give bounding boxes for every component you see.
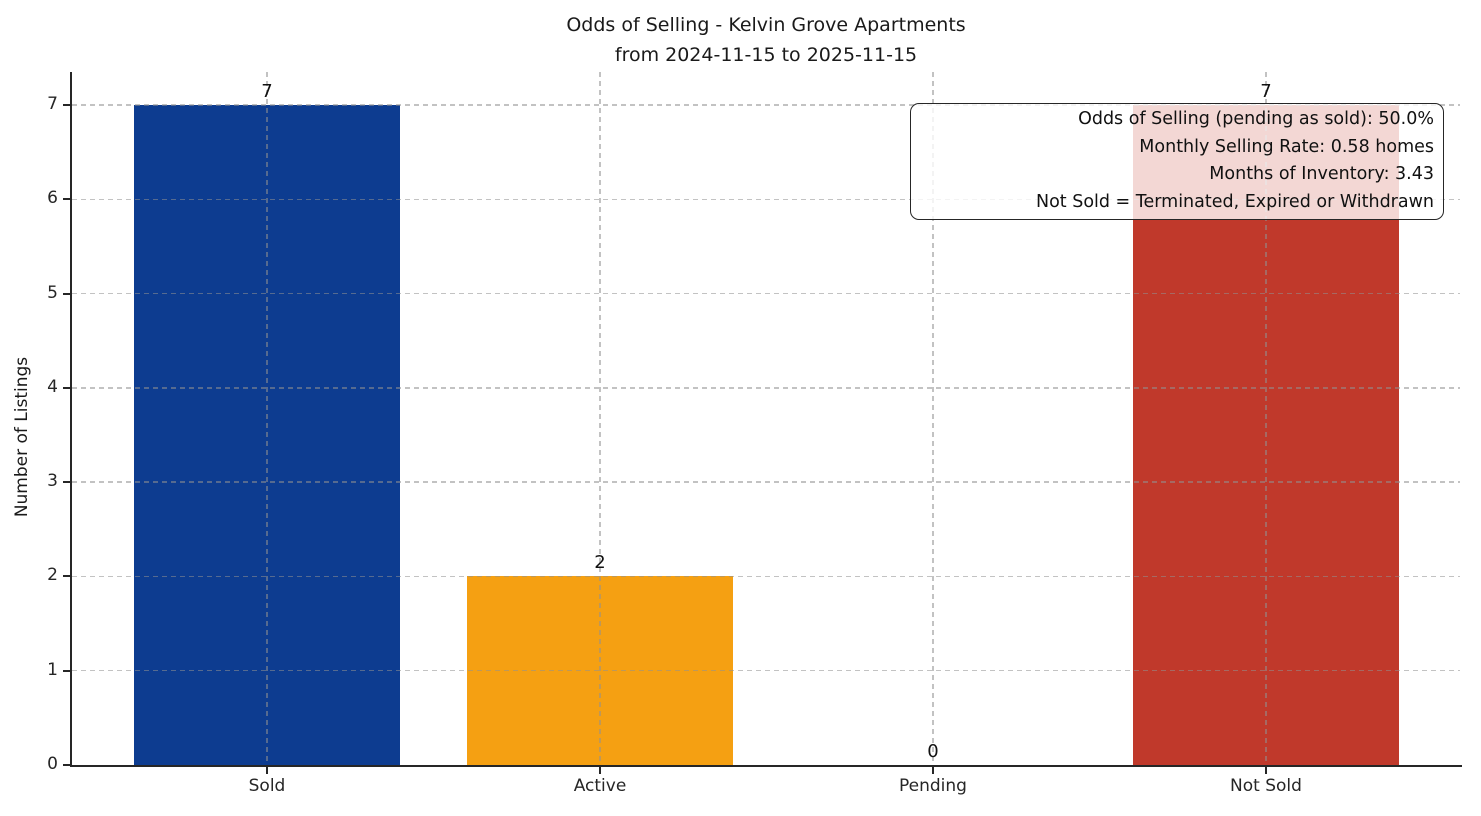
annotation-line-odds: Odds of Selling (pending as sold): 50.0% <box>1078 109 1434 129</box>
y-tick-2 <box>63 575 70 578</box>
annotation-line-inventory: Months of Inventory: 3.43 <box>1209 164 1434 184</box>
y-tick-label-3: 3 <box>47 471 58 492</box>
h-gridline-5 <box>72 292 1460 295</box>
h-gridline-2 <box>72 575 1460 578</box>
bar-value-label-active: 2 <box>594 552 606 573</box>
x-tick-label-not-sold: Not Sold <box>1230 776 1302 796</box>
h-gridline-3 <box>72 481 1460 483</box>
y-axis-spine <box>70 72 72 767</box>
x-axis-spine <box>70 765 1462 767</box>
bar-value-label-pending: 0 <box>927 741 939 762</box>
y-tick-0 <box>63 764 70 766</box>
h-gridline-7 <box>72 104 1460 106</box>
y-tick-6 <box>63 198 70 201</box>
v-gridline-pending <box>932 72 934 765</box>
y-tick-3 <box>63 481 70 484</box>
x-tick-label-active: Active <box>573 776 627 796</box>
y-tick-label-2: 2 <box>47 565 58 586</box>
x-tick-label-sold: Sold <box>248 776 286 796</box>
annotation-line-rate: Monthly Selling Rate: 0.58 homes <box>1139 136 1434 157</box>
y-tick-label-7: 7 <box>47 94 58 114</box>
y-tick-7 <box>63 104 70 106</box>
x-tick-sold <box>266 767 268 774</box>
annotation-line-notsold-definition: Not Sold = Terminated, Expired or Withdr… <box>1035 191 1434 212</box>
x-tick-not-sold <box>1265 767 1267 774</box>
y-tick-5 <box>63 292 70 295</box>
v-gridline-not-sold <box>1265 72 1267 765</box>
v-gridline-sold <box>266 72 268 765</box>
y-tick-1 <box>63 669 70 672</box>
v-gridline-active <box>599 72 601 765</box>
h-gridline-6 <box>72 198 1460 200</box>
y-tick-label-0: 0 <box>47 754 58 774</box>
y-tick-label-5: 5 <box>47 282 58 303</box>
x-tick-pending <box>932 767 934 774</box>
chart-title: Odds of Selling - Kelvin Grove Apartment… <box>566 14 966 36</box>
bar-value-label-sold: 7 <box>261 81 273 102</box>
y-tick-label-6: 6 <box>47 188 58 209</box>
y-tick-label-1: 1 <box>47 659 58 680</box>
x-tick-active <box>599 767 601 774</box>
y-tick-label-4: 4 <box>47 376 58 397</box>
chart-subtitle: from 2024-11-15 to 2025-11-15 <box>614 44 918 66</box>
bar-value-label-not-sold: 7 <box>1260 81 1272 102</box>
y-tick-4 <box>63 386 70 389</box>
stats-annotation-box: Odds of Selling (pending as sold): 50.0%… <box>910 103 1444 220</box>
h-gridline-4 <box>72 387 1460 389</box>
h-gridline-1 <box>72 670 1460 672</box>
chart-title-block: Odds of Selling - Kelvin Grove Apartment… <box>72 10 1460 70</box>
x-tick-label-pending: Pending <box>899 776 967 796</box>
